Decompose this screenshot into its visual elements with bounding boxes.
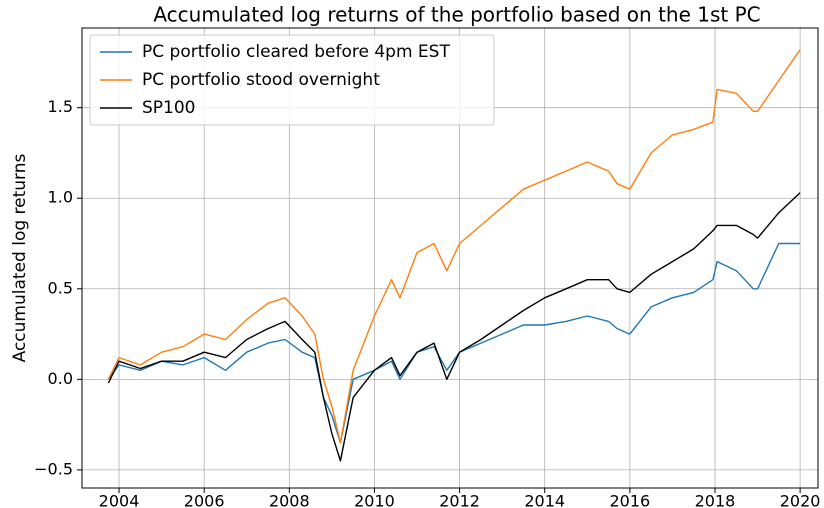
y-tick-label: −0.5 bbox=[34, 459, 73, 478]
y-tick-label: 0.0 bbox=[48, 369, 73, 388]
legend-label: SP100 bbox=[142, 98, 196, 118]
y-tick-label: 1.0 bbox=[48, 188, 73, 207]
y-axis-label: Accumulated log returns bbox=[10, 153, 30, 362]
y-tick-label: 1.5 bbox=[48, 97, 73, 116]
x-tick-label: 2008 bbox=[269, 492, 310, 508]
x-tick-label: 2010 bbox=[354, 492, 395, 508]
x-tick-label: 2012 bbox=[439, 492, 480, 508]
series-line bbox=[107, 192, 801, 462]
x-tick-label: 2014 bbox=[524, 492, 565, 508]
y-tick-label: 0.5 bbox=[48, 278, 73, 297]
series-line bbox=[107, 242, 801, 444]
x-tick-label: 2006 bbox=[184, 492, 225, 508]
x-tick-label: 2018 bbox=[695, 492, 736, 508]
legend-label: PC portfolio stood overnight bbox=[142, 70, 380, 90]
plot-frame bbox=[81, 27, 819, 489]
x-tick-label: 2016 bbox=[609, 492, 650, 508]
legend-box bbox=[89, 34, 495, 126]
x-tick-label: 2004 bbox=[99, 492, 140, 508]
chart-title: Accumulated log returns of the portfolio… bbox=[153, 3, 760, 27]
series-line bbox=[107, 49, 801, 444]
legend-label: PC portfolio cleared before 4pm EST bbox=[142, 42, 450, 62]
x-tick-label: 2020 bbox=[780, 492, 821, 508]
